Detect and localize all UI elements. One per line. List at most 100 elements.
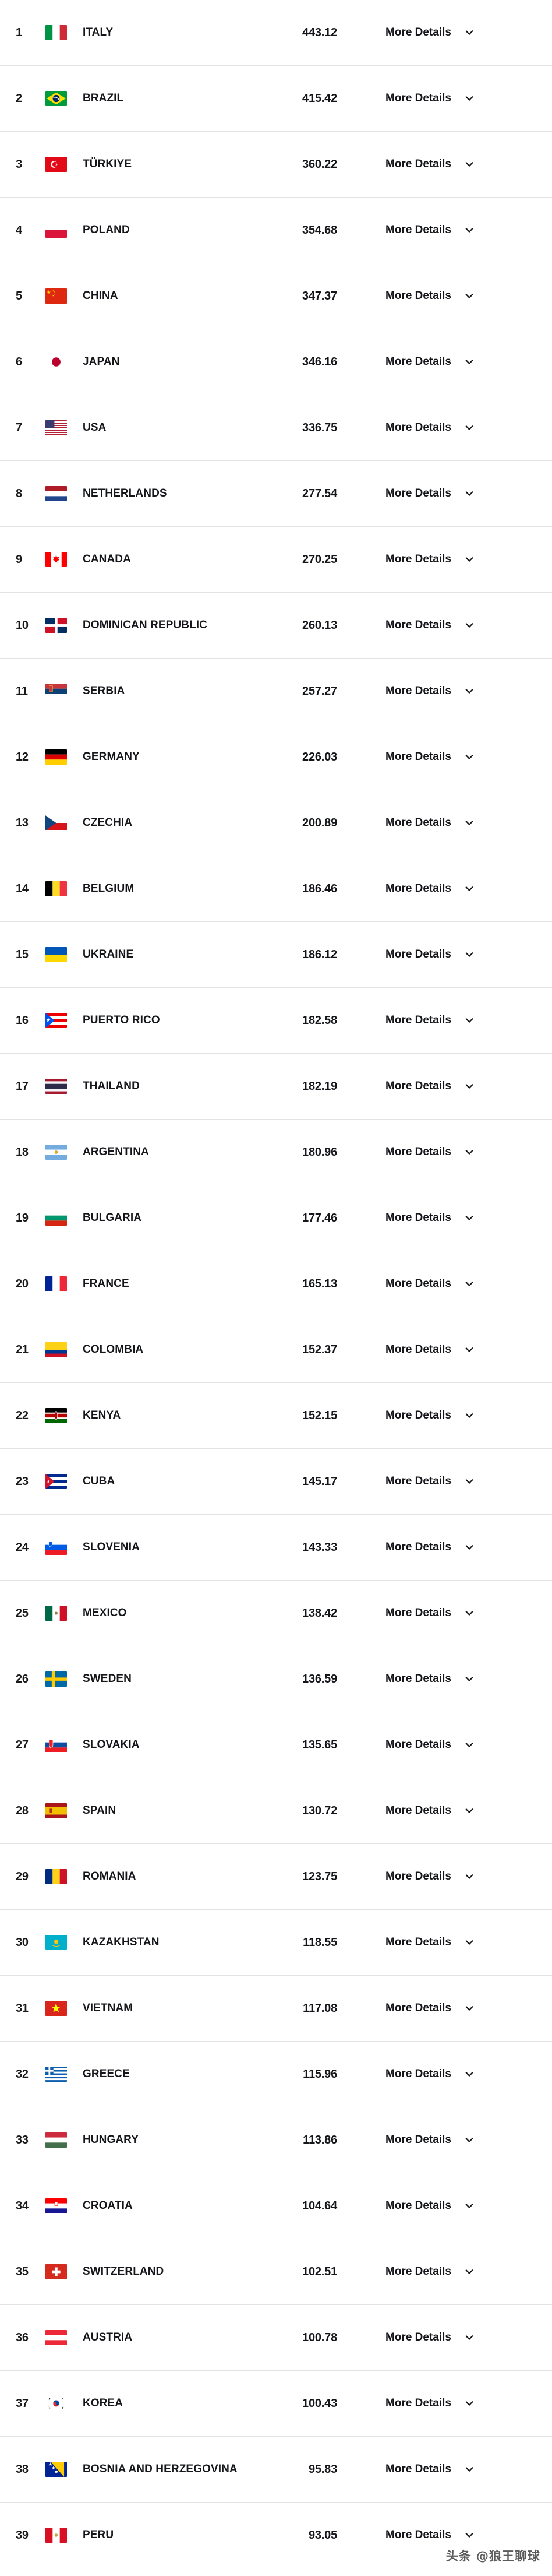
more-details-button[interactable]: More Details	[342, 1080, 476, 1093]
chevron-down-icon[interactable]	[464, 1871, 475, 1882]
chevron-down-icon[interactable]	[464, 1345, 475, 1355]
chevron-down-icon[interactable]	[464, 159, 475, 170]
more-details-button[interactable]: More Details	[342, 553, 476, 566]
more-details-button[interactable]: More Details	[342, 1475, 476, 1488]
chevron-down-icon[interactable]	[464, 2201, 475, 2211]
more-details-button[interactable]: More Details	[342, 2265, 476, 2278]
chevron-down-icon[interactable]	[464, 884, 475, 894]
table-row[interactable]: 27 SLOVAKIA 135.65 More Details	[0, 1712, 552, 1778]
chevron-down-icon[interactable]	[464, 2332, 475, 2343]
chevron-down-icon[interactable]	[464, 752, 475, 762]
more-details-button[interactable]: More Details	[342, 158, 476, 171]
more-details-button[interactable]: More Details	[342, 1936, 476, 1949]
table-row[interactable]: 35 SWITZERLAND 102.51 More Details	[0, 2239, 552, 2305]
table-row[interactable]: 34 CROATIA 104.64 More Details	[0, 2173, 552, 2239]
table-row[interactable]: 12 GERMANY 226.03 More Details	[0, 724, 552, 790]
chevron-down-icon[interactable]	[464, 2464, 475, 2475]
more-details-button[interactable]: More Details	[342, 1541, 476, 1554]
more-details-button[interactable]: More Details	[342, 2068, 476, 2081]
chevron-down-icon[interactable]	[464, 423, 475, 433]
table-row[interactable]: 31 VIETNAM 117.08 More Details	[0, 1976, 552, 2042]
table-row[interactable]: 20 FRANCE 165.13 More Details	[0, 1251, 552, 1317]
table-row[interactable]: 36 AUSTRIA 100.78 More Details	[0, 2305, 552, 2371]
table-row[interactable]: 17 THAILAND 182.19 More Details	[0, 1054, 552, 1120]
table-row[interactable]: 3 TÜRKIYE 360.22 More Details	[0, 132, 552, 198]
table-row[interactable]: 16 PUERTO RICO 182.58 More Details	[0, 988, 552, 1054]
chevron-down-icon[interactable]	[464, 2069, 475, 2079]
chevron-down-icon[interactable]	[464, 1279, 475, 1289]
more-details-button[interactable]: More Details	[342, 1278, 476, 1290]
table-row[interactable]: 30 KAZAKHSTAN 118.55 More Details	[0, 1910, 552, 1976]
chevron-down-icon[interactable]	[464, 93, 475, 104]
more-details-button[interactable]: More Details	[342, 2134, 476, 2146]
table-row[interactable]: 15 UKRAINE 186.12 More Details	[0, 922, 552, 988]
chevron-down-icon[interactable]	[464, 1608, 475, 1618]
chevron-down-icon[interactable]	[464, 1410, 475, 1421]
more-details-button[interactable]: More Details	[342, 2331, 476, 2344]
table-row[interactable]: 38 BOSNIA AND HERZEGOVINA 95.83 More Detail…	[0, 2437, 552, 2503]
table-row[interactable]: 32 GREECE 115.96 More Details	[0, 2042, 552, 2107]
more-details-button[interactable]: More Details	[342, 1014, 476, 1027]
table-row[interactable]: 37 KOREA 100.43 More Details	[0, 2371, 552, 2437]
table-row[interactable]: 28 SPAIN 130.72 More Details	[0, 1778, 552, 1844]
more-details-button[interactable]: More Details	[342, 1804, 476, 1817]
table-row[interactable]: 33 HUNGARY 113.86 More Details	[0, 2107, 552, 2173]
chevron-down-icon[interactable]	[464, 291, 475, 301]
more-details-button[interactable]: More Details	[342, 1409, 476, 1422]
chevron-down-icon[interactable]	[464, 27, 475, 38]
more-details-button[interactable]: More Details	[342, 1146, 476, 1159]
more-details-button[interactable]: More Details	[342, 882, 476, 895]
chevron-down-icon[interactable]	[464, 2530, 475, 2540]
chevron-down-icon[interactable]	[464, 686, 475, 696]
more-details-button[interactable]: More Details	[342, 685, 476, 698]
chevron-down-icon[interactable]	[464, 1937, 475, 1948]
chevron-down-icon[interactable]	[464, 2003, 475, 2014]
chevron-down-icon[interactable]	[464, 1015, 475, 1026]
more-details-button[interactable]: More Details	[342, 92, 476, 105]
chevron-down-icon[interactable]	[464, 1806, 475, 1816]
table-row[interactable]: 29 ROMANIA 123.75 More Details	[0, 1844, 552, 1910]
more-details-button[interactable]: More Details	[342, 1343, 476, 1356]
table-row[interactable]: 21 COLOMBIA 152.37 More Details	[0, 1317, 552, 1383]
more-details-button[interactable]: More Details	[342, 751, 476, 763]
more-details-button[interactable]: More Details	[342, 487, 476, 500]
table-row[interactable]: 18 ARGENTINA 180.96 More Details	[0, 1120, 552, 1185]
chevron-down-icon[interactable]	[464, 1674, 475, 1684]
more-details-button[interactable]: More Details	[342, 1607, 476, 1620]
more-details-button[interactable]: More Details	[342, 2463, 476, 2476]
table-row[interactable]: 13 CZECHIA 200.89 More Details	[0, 790, 552, 856]
chevron-down-icon[interactable]	[464, 554, 475, 565]
more-details-button[interactable]: More Details	[342, 2200, 476, 2212]
table-row[interactable]: 19 BULGARIA 177.46 More Details	[0, 1185, 552, 1251]
table-row[interactable]: 24 SLOVENIA 143.33 More Details	[0, 1515, 552, 1581]
more-details-button[interactable]: More Details	[342, 1673, 476, 1685]
chevron-down-icon[interactable]	[464, 1147, 475, 1157]
table-row[interactable]: 4 POLAND 354.68 More Details	[0, 198, 552, 263]
more-details-button[interactable]: More Details	[342, 1870, 476, 1883]
chevron-down-icon[interactable]	[464, 1542, 475, 1553]
more-details-button[interactable]: More Details	[342, 948, 476, 961]
table-row[interactable]: 8 NETHERLANDS 277.54 More Details	[0, 461, 552, 527]
chevron-down-icon[interactable]	[464, 620, 475, 631]
more-details-button[interactable]: More Details	[342, 26, 476, 39]
table-row[interactable]: 26 SWEDEN 136.59 More Details	[0, 1646, 552, 1712]
chevron-down-icon[interactable]	[464, 357, 475, 367]
more-details-button[interactable]: More Details	[342, 1212, 476, 1224]
more-details-button[interactable]: More Details	[342, 1739, 476, 1751]
table-row[interactable]: 23 CUBA 145.17 More Details	[0, 1449, 552, 1515]
more-details-button[interactable]: More Details	[342, 817, 476, 829]
more-details-button[interactable]: More Details	[342, 224, 476, 237]
chevron-down-icon[interactable]	[464, 2135, 475, 2145]
chevron-down-icon[interactable]	[464, 1081, 475, 1092]
chevron-down-icon[interactable]	[464, 1476, 475, 1487]
chevron-down-icon[interactable]	[464, 1740, 475, 1750]
chevron-down-icon[interactable]	[464, 225, 475, 235]
more-details-button[interactable]: More Details	[342, 2397, 476, 2410]
table-row[interactable]: 25 MEXICO 138.42 More Details	[0, 1581, 552, 1646]
more-details-button[interactable]: More Details	[342, 2529, 476, 2542]
chevron-down-icon[interactable]	[464, 488, 475, 499]
table-row[interactable]: 1 ITALY 443.12 More Details	[0, 0, 552, 66]
more-details-button[interactable]: More Details	[342, 2002, 476, 2015]
more-details-button[interactable]: More Details	[342, 619, 476, 632]
table-row[interactable]: 7 USA 336.75 More Details	[0, 395, 552, 461]
